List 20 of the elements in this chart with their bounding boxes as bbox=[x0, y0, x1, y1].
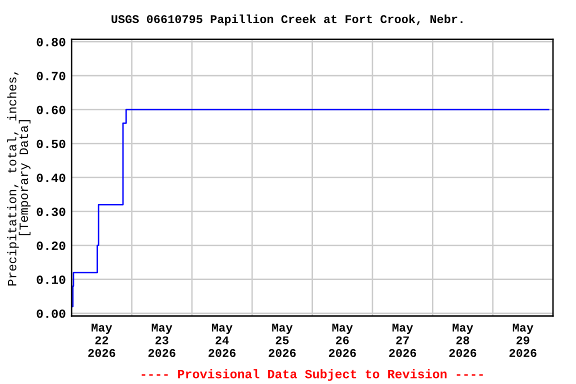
x-tick-label: May 29 2026 bbox=[509, 324, 536, 358]
x-tick-label: May 24 2026 bbox=[208, 324, 236, 358]
y-tick-label: 0.40 bbox=[36, 174, 66, 182]
y-tick-label: 0.80 bbox=[36, 38, 66, 46]
y-tick-label: 0.10 bbox=[36, 276, 66, 284]
y-tick-label: 0.20 bbox=[36, 242, 66, 250]
x-tick-label: May 27 2026 bbox=[389, 324, 416, 358]
y-tick-label: 0.50 bbox=[36, 140, 66, 148]
y-tick-label: 0.30 bbox=[36, 208, 66, 216]
x-tick-label: May 26 2026 bbox=[328, 324, 356, 358]
chart-title: USGS 06610795 Papillion Creek at Fort Crook, Nebr. bbox=[112, 14, 462, 26]
y-tick-label: 0.70 bbox=[36, 72, 66, 80]
x-tick-label: May 23 2026 bbox=[148, 324, 176, 358]
text: ---- Provisional Data Subject to Revision ---- bbox=[142, 369, 483, 381]
x-tick-label: May 22 2026 bbox=[88, 324, 116, 358]
x-tick-label: May 28 2026 bbox=[449, 324, 476, 358]
y-tick-label: 0.00 bbox=[36, 309, 66, 318]
x-tick-label: May 25 2026 bbox=[268, 324, 296, 358]
y-tick-label: 0.60 bbox=[36, 106, 66, 114]
y-axis-title: Precipitation, total, inches, [Temporary Data] bbox=[7, 72, 30, 286]
